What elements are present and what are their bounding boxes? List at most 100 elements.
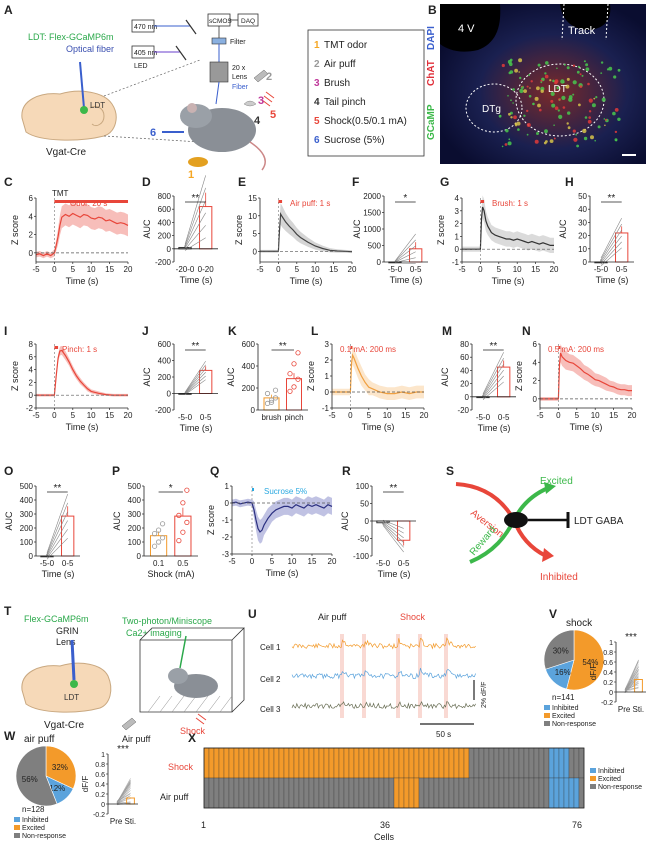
chart-M-ytick-label: 20 bbox=[460, 380, 469, 389]
chart-X-cell bbox=[263, 777, 270, 809]
chart-L-xtick-label: 15 bbox=[401, 411, 410, 420]
chart-X-cell bbox=[298, 777, 305, 809]
chart-V-cell-line bbox=[624, 678, 639, 691]
histology-cell bbox=[526, 133, 529, 136]
histology-cell bbox=[600, 61, 604, 64]
chart-X-cell bbox=[513, 777, 520, 809]
chart-H-sig-label: ** bbox=[607, 193, 615, 204]
chart-X-cell bbox=[573, 777, 580, 809]
histology-cell bbox=[545, 140, 548, 143]
chart-E-xtick-label: 15 bbox=[329, 265, 338, 274]
chart-N-mean-line bbox=[540, 352, 632, 400]
optical-fiber-icon bbox=[79, 61, 85, 109]
histology-cell bbox=[505, 129, 509, 133]
chart-H-pair-line bbox=[600, 247, 622, 267]
chart-P-point bbox=[176, 512, 182, 519]
chart-R-pair-line bbox=[382, 523, 404, 543]
chart-O-ytick-label: 100 bbox=[20, 538, 34, 547]
chart-X-cell bbox=[313, 747, 320, 779]
histology-cell bbox=[562, 106, 566, 109]
histology-cell bbox=[549, 79, 552, 82]
chart-X-cell bbox=[208, 777, 215, 809]
histology-cell bbox=[550, 99, 554, 103]
histology-cell bbox=[545, 61, 549, 65]
chart-W-ytick-label: 0.6 bbox=[95, 772, 105, 779]
histology-cell bbox=[590, 135, 594, 140]
chart-H-ytick-label: 10 bbox=[578, 245, 587, 254]
histology-cell bbox=[507, 141, 512, 146]
histology-cell bbox=[572, 129, 576, 133]
chart-N-stim-label: 0.5 mA: 200 ms bbox=[548, 345, 604, 354]
chart-G-ytick-label: 1 bbox=[455, 232, 460, 241]
chart-G-sem-band bbox=[462, 195, 554, 253]
histology-cell bbox=[508, 138, 511, 141]
chart-X-cell bbox=[243, 777, 250, 809]
histology-cell bbox=[581, 74, 584, 77]
chart-Q-stim-label: Sucrose 5% bbox=[264, 487, 307, 496]
chart-X-cell bbox=[228, 747, 235, 779]
u-stim-window bbox=[444, 634, 448, 718]
chart-X-cell bbox=[223, 747, 230, 779]
chart-Q-ytick-label: 0 bbox=[225, 499, 230, 508]
chart-X-cell bbox=[533, 747, 540, 779]
chart-E-ylabel: Z score bbox=[234, 215, 244, 245]
chart-G-ylabel: Z score bbox=[436, 215, 446, 245]
histology-cell bbox=[576, 70, 580, 74]
chart-X-cell bbox=[543, 747, 550, 779]
chart-X-cell bbox=[283, 747, 290, 779]
u-cell-2: Cell 2 bbox=[260, 675, 281, 684]
chart-G: -5 0 5 10 15 20 -1 0 1 2 3 4 Time (s) Z score Brush: 1… bbox=[436, 194, 559, 286]
chart-X-cell bbox=[578, 777, 585, 809]
chart-W-slice-label: 32% bbox=[52, 763, 68, 772]
chart-I-xtick-label: -5 bbox=[32, 411, 40, 420]
chart-I-xtick-label: 15 bbox=[105, 411, 114, 420]
panel-w: air puff n=128 Inhibited Excited Non-res… bbox=[14, 734, 66, 840]
histology-cell bbox=[553, 124, 555, 126]
legend-num-4: 4 bbox=[314, 97, 320, 108]
chart-G-ytick-label: -1 bbox=[452, 258, 460, 267]
chart-R-ytick-label: 50 bbox=[360, 500, 369, 509]
nm470-label: 470 nm bbox=[134, 24, 158, 31]
chart-X-cell bbox=[323, 747, 330, 779]
chart-P-point bbox=[159, 521, 166, 527]
chart-I-sem-band bbox=[36, 345, 128, 397]
chart-J-ytick-label: 0 bbox=[167, 390, 172, 399]
chart-X-cell bbox=[443, 777, 450, 809]
histology-cell bbox=[558, 114, 563, 119]
chart-L-ytick-label: 0 bbox=[325, 388, 330, 397]
chart-H-ytick-label: 40 bbox=[578, 205, 587, 214]
chart-X-cell bbox=[528, 747, 535, 779]
histology-cell bbox=[557, 109, 560, 112]
chart-X-cell bbox=[263, 747, 270, 779]
chart-P-point bbox=[151, 543, 158, 549]
chart-G-stim-bar bbox=[480, 200, 485, 203]
histology-cell bbox=[584, 116, 588, 119]
chart-K-point bbox=[295, 376, 301, 382]
chart-W-cell-line bbox=[116, 795, 131, 804]
chart-M-xlabel: Time (s) bbox=[478, 423, 511, 433]
chart-X-cell bbox=[378, 777, 385, 809]
chart-I-ytick-label: 8 bbox=[29, 340, 34, 349]
chart-X-cell bbox=[463, 747, 470, 779]
histology-cell bbox=[579, 85, 583, 88]
chart-X-cell bbox=[413, 747, 420, 779]
stim-num-4: 4 bbox=[254, 115, 261, 127]
chart-P-point bbox=[151, 530, 158, 537]
histology-cell bbox=[518, 71, 520, 73]
histology-cell bbox=[554, 106, 559, 110]
chart-V-ylabel: dF/F bbox=[589, 664, 598, 681]
chart-K-ytick-label: 0 bbox=[251, 406, 256, 415]
nm405-label: 405 nm bbox=[134, 50, 158, 57]
histology-cell bbox=[509, 58, 513, 62]
chart-M-pair-line bbox=[482, 363, 504, 397]
chart-Q-ytick-label: 1 bbox=[225, 482, 230, 491]
ldt-brain-label: LDT bbox=[90, 101, 105, 110]
histology-cell bbox=[519, 76, 522, 80]
histology-cell bbox=[585, 67, 590, 72]
chart-E-xtick-label: 10 bbox=[311, 265, 320, 274]
chart-R-ylabel: AUC bbox=[340, 511, 350, 531]
chart-D-pair-line bbox=[184, 237, 206, 251]
chart-Q-xtick-label: 20 bbox=[328, 557, 337, 566]
